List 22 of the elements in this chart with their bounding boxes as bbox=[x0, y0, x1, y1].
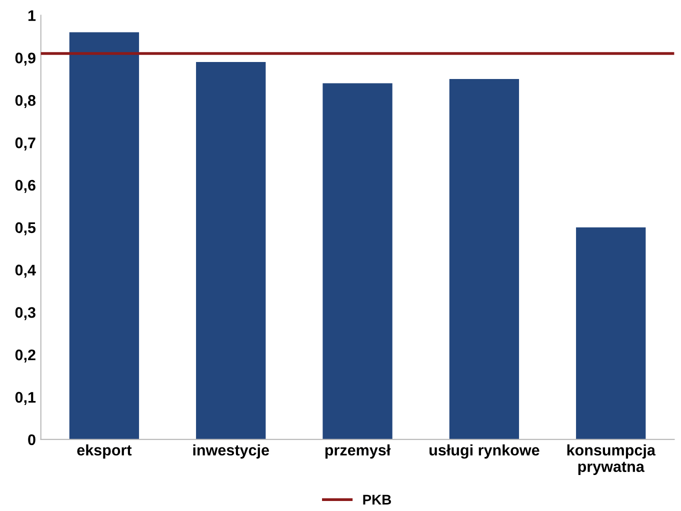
y-tick-label: 0,2 bbox=[15, 350, 36, 363]
y-tick-label: 0,9 bbox=[15, 52, 36, 66]
bar bbox=[196, 62, 266, 440]
y-tick-label: 0,8 bbox=[15, 95, 36, 108]
bar bbox=[322, 83, 392, 440]
x-tick-label: usługi rynkowe bbox=[430, 444, 540, 459]
bar bbox=[576, 227, 646, 440]
y-tick-label: 0 bbox=[28, 434, 36, 446]
y-tick-label: 1 bbox=[28, 10, 36, 21]
y-tick-label: 0,6 bbox=[15, 180, 36, 193]
y-tick-label: 0,4 bbox=[15, 264, 36, 278]
y-tick-label: 0,7 bbox=[15, 137, 36, 150]
y-tick-label: 0,1 bbox=[15, 392, 36, 405]
legend-label: PKB bbox=[363, 494, 391, 504]
x-tick-label: konsumpcja prywatna bbox=[567, 444, 656, 476]
x-tick-label: inwestycje bbox=[193, 444, 269, 459]
y-tick-label: 0,5 bbox=[15, 222, 36, 236]
x-tick-label: przemysł bbox=[325, 444, 391, 459]
x-tick-label: eksport bbox=[77, 444, 132, 459]
bar bbox=[69, 32, 140, 440]
y-tick-label: 0,3 bbox=[15, 307, 36, 320]
bar bbox=[449, 78, 520, 440]
